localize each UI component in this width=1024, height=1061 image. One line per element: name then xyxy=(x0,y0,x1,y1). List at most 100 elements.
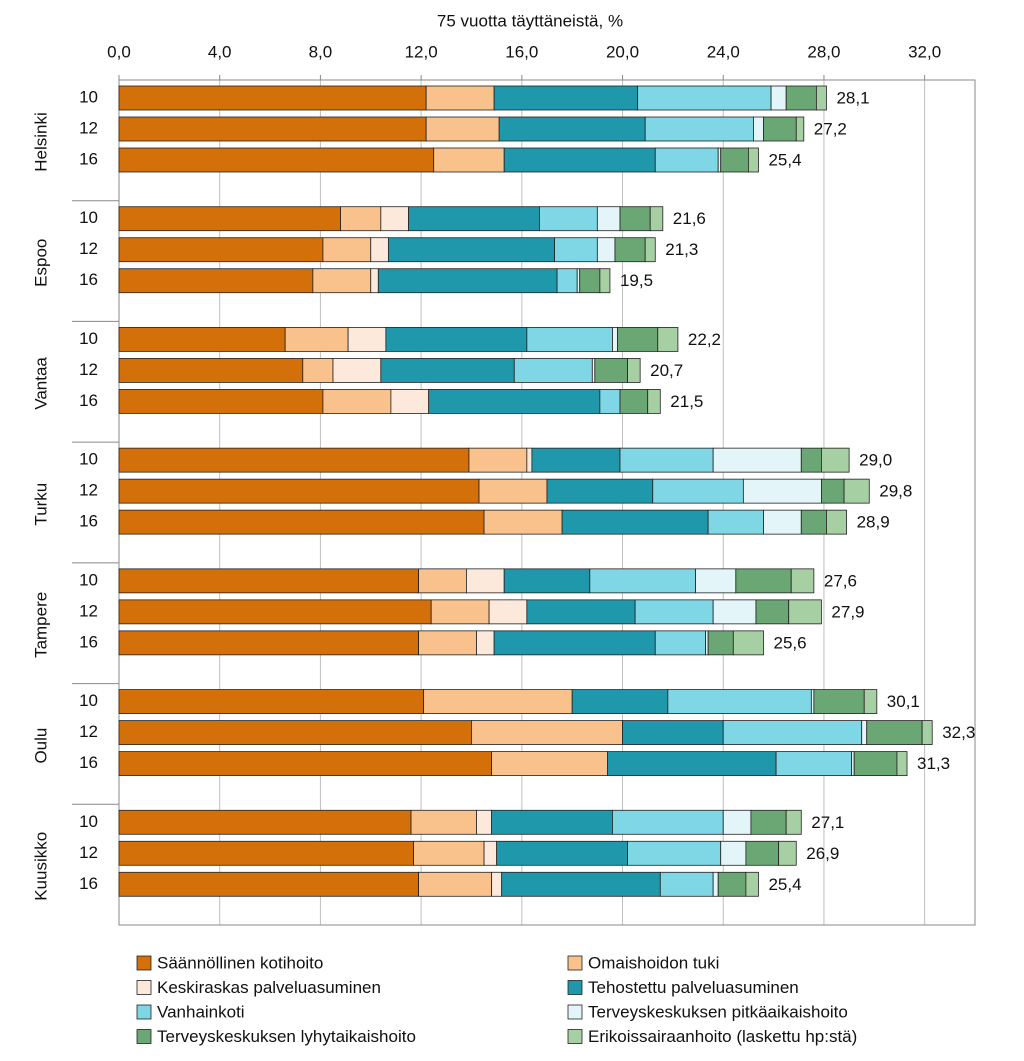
bar-segment xyxy=(813,689,865,714)
bar-segment xyxy=(377,268,558,294)
total-label: 27,6 xyxy=(824,571,857,590)
bar-segment xyxy=(385,327,528,352)
bar-segment xyxy=(634,599,714,625)
y-tick-label: 16 xyxy=(79,632,98,651)
bar-segment xyxy=(800,447,822,473)
bar-segment xyxy=(478,478,548,504)
bar-segment xyxy=(380,358,515,383)
y-tick-label: 12 xyxy=(79,239,98,258)
y-tick-label: 10 xyxy=(79,450,98,469)
bar-segment xyxy=(561,509,709,535)
y-tick-label: 12 xyxy=(79,843,98,862)
bar-segment xyxy=(302,358,334,383)
bar-segment xyxy=(589,568,696,594)
legend-label: Tehostettu palveluasuminen xyxy=(588,978,799,997)
total-label: 25,4 xyxy=(768,875,801,894)
bar-segment xyxy=(118,358,304,383)
legend-swatch xyxy=(567,1004,583,1020)
y-tick-label: 10 xyxy=(79,208,98,227)
bar-segment xyxy=(921,720,933,745)
bar-segment xyxy=(617,327,659,352)
bar-segment xyxy=(118,599,432,625)
total-label: 31,3 xyxy=(917,754,950,773)
y-tick-label: 12 xyxy=(79,118,98,137)
bar-segment xyxy=(619,206,651,232)
bar-segment xyxy=(118,720,472,745)
bar-segment xyxy=(118,116,427,142)
bar-segment xyxy=(647,389,661,414)
bar-segment xyxy=(322,237,372,263)
total-label: 20,7 xyxy=(650,361,683,380)
bar-segment xyxy=(742,478,822,504)
bar-segment xyxy=(735,568,792,594)
bar-segment xyxy=(118,478,480,504)
x-tick-label: 24,0 xyxy=(707,42,740,61)
legend-swatch xyxy=(567,955,583,971)
y-tick-label: 16 xyxy=(79,270,98,289)
x-tick-label: 32,0 xyxy=(908,42,941,61)
bar-segment xyxy=(770,85,787,111)
group-label: Tampere xyxy=(31,592,50,658)
bar-segment xyxy=(340,206,382,232)
bar-segment xyxy=(717,871,747,897)
bar-segment xyxy=(118,85,427,111)
bar-segment xyxy=(612,809,724,835)
y-tick-label: 16 xyxy=(79,512,98,531)
bar-segment xyxy=(488,599,528,625)
bar-segment xyxy=(607,751,777,776)
y-tick-label: 12 xyxy=(79,601,98,620)
bar-segment xyxy=(118,840,414,866)
bar-segment xyxy=(722,809,752,835)
bar-segment xyxy=(410,809,477,835)
bar-segment xyxy=(778,840,797,866)
bar-segment xyxy=(652,478,744,504)
bar-segment xyxy=(425,85,495,111)
bar-segment xyxy=(732,630,764,656)
bar-segment xyxy=(526,599,636,625)
bar-segment xyxy=(866,720,923,745)
legend-label: Säännöllinen kotihoito xyxy=(157,953,323,972)
bar-segment xyxy=(612,327,618,352)
bar-segment xyxy=(712,447,802,473)
y-tick-label: 12 xyxy=(79,481,98,500)
total-label: 32,3 xyxy=(942,723,975,742)
total-label: 27,9 xyxy=(831,602,864,621)
bar-segment xyxy=(775,751,853,776)
bar-segment xyxy=(118,630,420,656)
bar-segment xyxy=(483,840,498,866)
total-label: 27,1 xyxy=(811,813,844,832)
bar-segment xyxy=(659,871,714,897)
bar-segment xyxy=(513,358,593,383)
bar-segment xyxy=(118,568,420,594)
bar-segment xyxy=(863,689,878,714)
bar-segment xyxy=(821,447,850,473)
x-tick-label: 4,0 xyxy=(208,42,232,61)
y-tick-label: 12 xyxy=(79,722,98,741)
bar-segment xyxy=(627,358,641,383)
bar-segment xyxy=(755,599,790,625)
bar-segment xyxy=(476,630,495,656)
bar-segment xyxy=(118,751,493,776)
y-tick-label: 10 xyxy=(79,329,98,348)
bar-segment xyxy=(498,116,646,142)
bar-segment xyxy=(800,509,827,535)
bar-segment xyxy=(579,268,601,294)
bar-segment xyxy=(423,689,573,714)
total-label: 29,0 xyxy=(859,451,892,470)
legend-label: Terveyskeskuksen pitkäaikaishoito xyxy=(588,1002,848,1021)
bar-segment xyxy=(654,147,719,173)
bar-segment xyxy=(428,389,601,414)
bar-segment xyxy=(118,147,435,173)
y-tick-label: 10 xyxy=(79,570,98,589)
bar-segment xyxy=(118,237,324,263)
bar-segment xyxy=(118,268,314,294)
group-label: Vantaa xyxy=(31,357,50,410)
chart-title: 75 vuotta täyttäneistä, % xyxy=(437,11,623,30)
bar-segment xyxy=(556,268,578,294)
bar-segment xyxy=(390,389,430,414)
bar-segment xyxy=(554,237,598,263)
bar-segment xyxy=(539,206,598,232)
bar-segment xyxy=(815,85,827,111)
legend-label: Vanhainkoti xyxy=(157,1002,245,1021)
bar-segment xyxy=(821,478,845,504)
